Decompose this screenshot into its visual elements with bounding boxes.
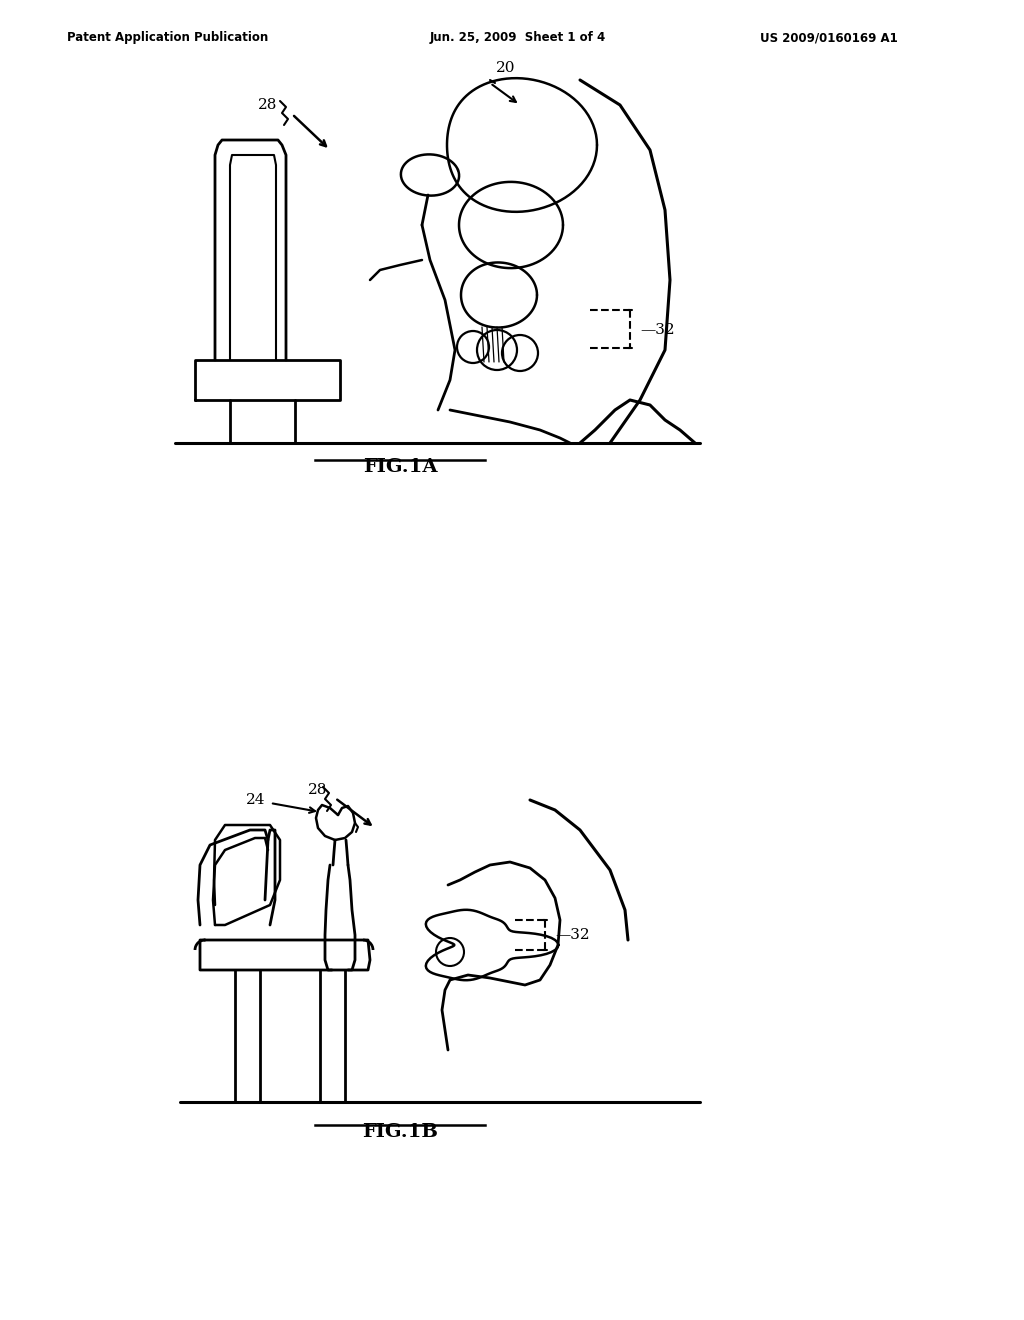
Text: US 2009/0160169 A1: US 2009/0160169 A1	[760, 32, 898, 45]
Text: —32: —32	[640, 323, 675, 337]
Text: —32: —32	[555, 928, 590, 942]
Text: Jun. 25, 2009  Sheet 1 of 4: Jun. 25, 2009 Sheet 1 of 4	[430, 32, 606, 45]
Text: 28: 28	[258, 98, 278, 112]
Text: FIG.1A: FIG.1A	[362, 458, 437, 477]
Text: 24: 24	[246, 793, 265, 807]
Text: 28: 28	[308, 783, 328, 797]
Text: FIG.1B: FIG.1B	[362, 1123, 438, 1140]
Text: 20: 20	[496, 61, 515, 75]
Text: Patent Application Publication: Patent Application Publication	[67, 32, 268, 45]
